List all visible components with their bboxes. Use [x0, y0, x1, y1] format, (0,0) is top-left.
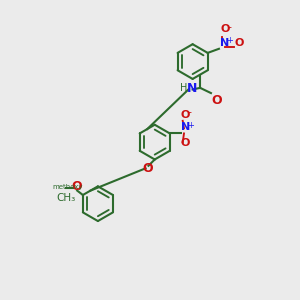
Text: CH₃: CH₃ — [56, 193, 76, 202]
Text: N: N — [187, 82, 197, 95]
Text: methoxy: methoxy — [52, 184, 83, 190]
Text: H: H — [180, 83, 187, 93]
Text: O: O — [212, 94, 222, 107]
Text: O: O — [181, 110, 190, 119]
Text: O: O — [235, 38, 244, 47]
Text: +: + — [226, 36, 233, 45]
Text: N: N — [220, 38, 229, 47]
Text: -: - — [188, 107, 192, 117]
Text: O: O — [220, 24, 230, 34]
Text: O: O — [142, 162, 153, 175]
Text: O: O — [71, 180, 82, 193]
Text: -: - — [227, 22, 232, 32]
Text: O: O — [181, 138, 190, 148]
Text: +: + — [188, 121, 194, 130]
Text: N: N — [181, 122, 190, 132]
